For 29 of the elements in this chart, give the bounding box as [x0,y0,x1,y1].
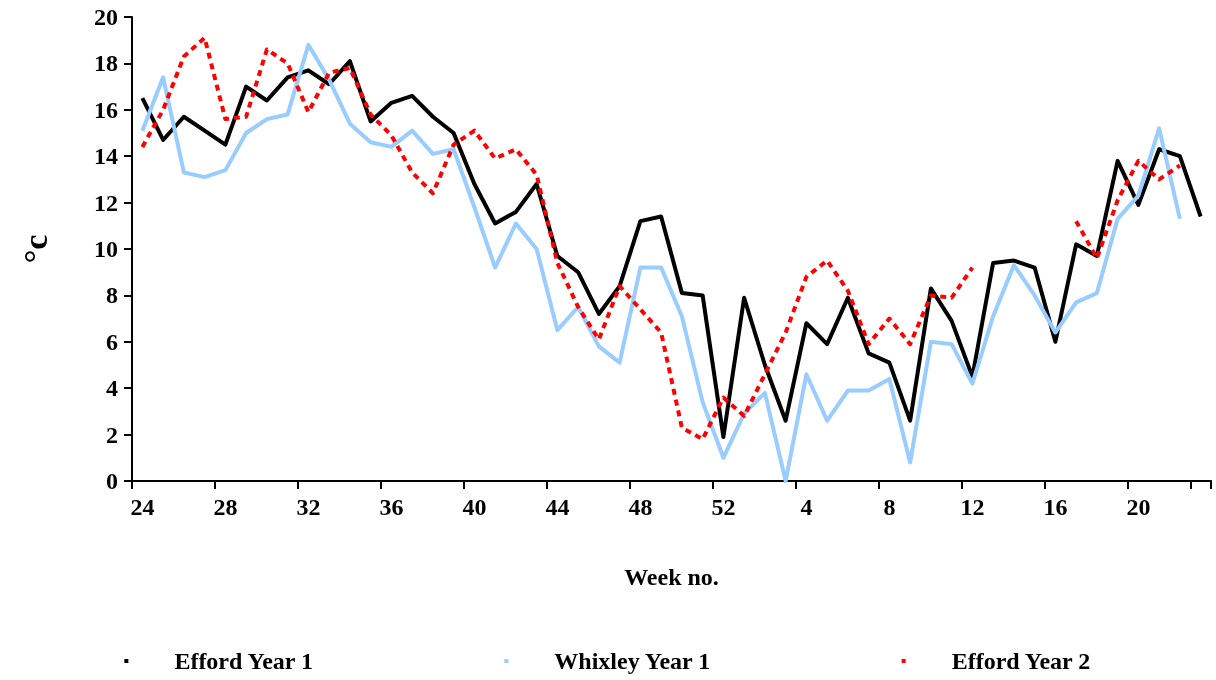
x-tick-label: 12 [960,494,985,520]
x-tick-label: 44 [545,494,570,520]
y-tick-label: 6 [106,328,118,355]
x-tick-label: 4 [800,494,813,520]
y-tick-label: 4 [106,375,118,402]
legend-label: Efford Year 1 [174,648,314,674]
x-tick-label: 16 [1043,494,1068,520]
x-tick-label: 28 [213,494,238,520]
x-tick-label: 52 [711,494,736,520]
x-tick-label: 48 [628,494,653,520]
x-tick-label: 36 [379,494,404,520]
y-tick-label: 14 [94,143,118,170]
y-tick-label: 18 [94,50,118,77]
x-tick-label: 8 [883,494,896,520]
x-axis-title: Week no. [624,564,719,590]
y-tick-label: 2 [106,421,118,448]
y-tick-label: 12 [94,189,118,216]
x-tick-label: 40 [462,494,487,520]
y-tick-label: 0 [106,468,118,494]
x-tick-label: 32 [296,494,321,520]
y-axis-title: °c [16,234,54,264]
legend-label: Whixley Year 1 [554,648,711,674]
y-tick-label: 8 [106,282,118,309]
legend-label: Efford Year 2 [951,648,1091,674]
y-tick-label: 20 [94,4,118,30]
y-tick-label: 16 [94,96,118,123]
x-tick-label: 20 [1126,494,1151,520]
x-tick-label: 24 [130,494,155,520]
y-tick-label: 10 [94,236,118,262]
